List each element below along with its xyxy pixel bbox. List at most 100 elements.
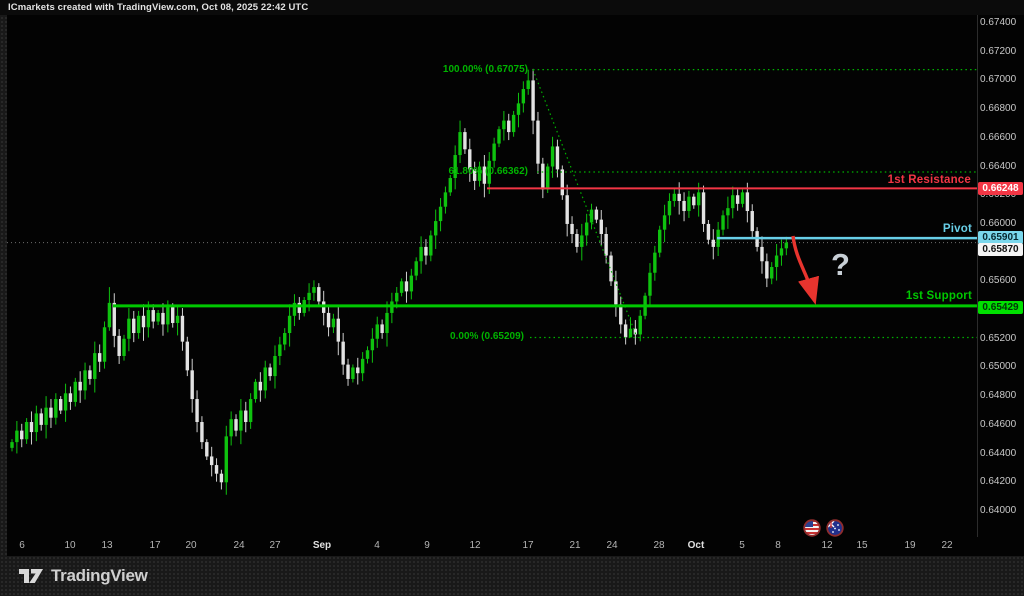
candle-up: [584, 222, 589, 236]
candle-up: [93, 353, 97, 379]
candle-down: [234, 419, 238, 431]
time-axis[interactable]: 6 10 13 17 20 24 27 Sep 4 9 12 17 21 24 28 Oct 5 8 12 15 19 2…: [7, 537, 1024, 556]
axis-separator-vertical: [977, 15, 978, 556]
candle-down: [701, 192, 706, 224]
candle-down: [326, 312, 331, 328]
support-price-chip: 0.65429: [978, 301, 1023, 315]
candle-up: [278, 344, 282, 356]
candle-up: [283, 333, 287, 345]
price-tick-label: 0.65000: [980, 361, 1017, 373]
candle-down: [536, 120, 540, 164]
candle-down: [633, 328, 638, 335]
candle-up: [672, 193, 677, 201]
candle-up: [419, 246, 423, 262]
candle-down: [750, 211, 754, 232]
time-tick: 17: [522, 540, 534, 551]
candle-up: [648, 272, 652, 296]
candle-up: [770, 267, 774, 279]
down-arrow-annotation[interactable]: [791, 235, 820, 305]
candle-down: [404, 281, 409, 292]
candle-up: [166, 307, 170, 325]
price-tick-label: 0.66600: [980, 131, 1017, 143]
time-tick: 20: [185, 540, 197, 551]
candle-up: [102, 327, 107, 362]
candle-down: [531, 80, 535, 121]
candle-up: [122, 338, 126, 356]
candle-down: [49, 407, 53, 418]
time-tick-month: Sep: [312, 540, 332, 551]
time-tick: 13: [101, 540, 113, 551]
candle-down: [380, 324, 384, 334]
plot-background: [7, 15, 1024, 537]
time-tick: 27: [269, 540, 281, 551]
candle-down: [161, 312, 165, 325]
candle-up: [497, 129, 501, 144]
candle-down: [171, 307, 175, 323]
candle-up: [458, 132, 462, 156]
time-tick: 4: [374, 540, 380, 551]
candle-down: [205, 442, 209, 457]
candle-up: [453, 155, 457, 179]
candle-down: [745, 192, 750, 212]
candle-down: [346, 364, 350, 379]
candle-down: [565, 195, 569, 224]
candle-up: [487, 160, 491, 184]
candle-up: [550, 146, 555, 167]
fib-trend-line[interactable]: [532, 69, 638, 338]
candle-up: [287, 315, 292, 334]
candle-down: [195, 399, 199, 423]
candle-down: [599, 219, 603, 234]
candle-up: [696, 192, 701, 206]
price-axis[interactable]: 0.67400 0.67200 0.67000 0.66800 0.66600 0.664…: [978, 15, 1024, 537]
candle-down: [180, 315, 185, 342]
candle-down: [570, 223, 574, 234]
price-tick-label: 0.67000: [980, 74, 1017, 86]
candle-up: [239, 410, 243, 431]
time-tick: 21: [569, 540, 581, 551]
price-tick-label: 0.64800: [980, 390, 1017, 402]
candles: [10, 68, 789, 495]
candle-down: [68, 393, 73, 402]
price-tick-label: 0.65600: [980, 275, 1017, 287]
candle-down: [59, 399, 63, 411]
price-tick-label: 0.67200: [980, 45, 1017, 57]
candle-up: [365, 350, 370, 359]
candle-down: [97, 353, 102, 362]
candle-up: [127, 318, 131, 339]
candle-up: [175, 315, 180, 323]
candle-down: [268, 367, 272, 377]
candle-down: [463, 132, 467, 150]
candle-up: [492, 143, 496, 161]
pivot-price-chip: 0.65901: [978, 230, 1023, 244]
candle-up: [443, 192, 448, 207]
candle-up: [740, 192, 745, 204]
candle-down: [555, 146, 560, 170]
candle-down: [341, 341, 345, 365]
price-tick-label: 0.67400: [980, 17, 1017, 28]
candle-down: [219, 473, 224, 483]
candle-up: [253, 381, 258, 400]
candle-up: [83, 370, 87, 391]
candle-down: [604, 233, 608, 256]
candle-down: [190, 370, 194, 400]
attribution-bar: ICmarkets created with TradingView.com, …: [0, 0, 1024, 15]
candle-up: [375, 324, 379, 339]
candle-up: [526, 80, 530, 90]
candle-down: [609, 255, 613, 282]
candle-down: [482, 166, 487, 184]
candle-down: [472, 169, 477, 181]
time-tick: 22: [941, 540, 953, 551]
candle-down: [209, 456, 214, 466]
candlestick-chart[interactable]: [7, 15, 1024, 537]
price-tick-label: 0.64000: [980, 505, 1017, 516]
candle-up: [726, 208, 730, 216]
time-tick: 15: [856, 540, 868, 551]
candle-up: [351, 367, 355, 379]
candle-up: [784, 242, 789, 249]
candle-up: [224, 436, 228, 483]
time-tick: 28: [653, 540, 665, 551]
candle-down: [711, 239, 715, 247]
candle-up: [638, 315, 642, 335]
candle-down: [507, 120, 511, 133]
candle-up: [721, 215, 725, 230]
